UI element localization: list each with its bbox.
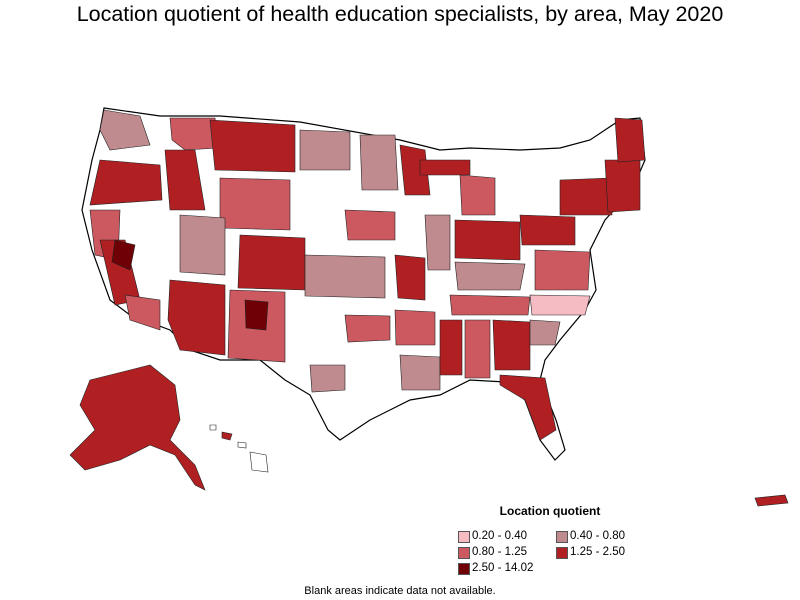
region-utah [179, 214, 226, 276]
region-wisconsin [399, 144, 431, 196]
alaska-outline [69, 364, 206, 491]
region-oklahoma [344, 314, 391, 343]
region-washington-east [169, 117, 219, 151]
region-pennsylvania [519, 214, 576, 246]
legend-swatch [556, 531, 568, 543]
area-regions [89, 109, 646, 441]
region-tennessee [449, 294, 531, 316]
legend-swatch [458, 531, 470, 543]
region-south-carolina [529, 319, 561, 346]
region-alabama [464, 319, 491, 379]
region-wyoming [219, 177, 291, 231]
region-idaho [164, 149, 206, 211]
legend-swatch [458, 563, 470, 575]
region-kansas [304, 254, 386, 299]
hawaii-island-2 [221, 431, 233, 441]
region-maine [614, 117, 646, 163]
region-new-england [604, 159, 641, 213]
data-availability-note: Blank areas indicate data not available. [304, 585, 496, 597]
region-minnesota [359, 134, 399, 191]
region-texas-central [309, 364, 346, 393]
region-kentucky [454, 261, 526, 291]
region-michigan [459, 174, 496, 216]
map-title: Location quotient of health education sp… [76, 2, 724, 26]
region-arizona [167, 279, 226, 356]
region-florida [499, 374, 557, 441]
region-mississippi [439, 319, 463, 376]
hawaii-island-4 [249, 451, 269, 473]
hawaii-island-1 [209, 424, 217, 431]
region-louisiana [399, 354, 441, 391]
legend-label: 0.20 - 0.40 [472, 530, 527, 542]
puerto-rico-outline [754, 494, 789, 507]
legend-label: 0.40 - 0.80 [570, 530, 625, 542]
region-georgia [492, 319, 531, 371]
legend-label: 0.80 - 1.25 [472, 546, 527, 558]
legend-title: Location quotient [499, 504, 601, 518]
region-north-carolina [529, 294, 591, 316]
legend-swatch [458, 547, 470, 559]
region-arkansas [394, 309, 436, 346]
region-indiana-ohio [454, 219, 521, 261]
region-iowa [344, 209, 396, 241]
legend-swatch [556, 547, 568, 559]
region-california-south [124, 294, 161, 331]
region-colorado [237, 234, 306, 291]
puerto-rico [754, 494, 789, 507]
region-north-dakota [299, 129, 351, 171]
region-oregon [89, 159, 163, 206]
region-california-high [111, 239, 136, 271]
region-illinois [424, 214, 451, 271]
region-missouri [394, 254, 426, 301]
alaska [69, 364, 206, 491]
hawaii-island-3 [237, 441, 247, 449]
region-michigan-up [419, 159, 471, 176]
region-virginia [534, 249, 591, 291]
region-washington-west [99, 109, 151, 151]
region-new-york [559, 177, 613, 216]
hawaii [209, 424, 269, 473]
region-new-mexico-north [244, 299, 269, 331]
legend-label: 2.50 - 14.02 [472, 562, 534, 574]
region-montana [209, 119, 296, 173]
legend-label: 1.25 - 2.50 [570, 546, 625, 558]
